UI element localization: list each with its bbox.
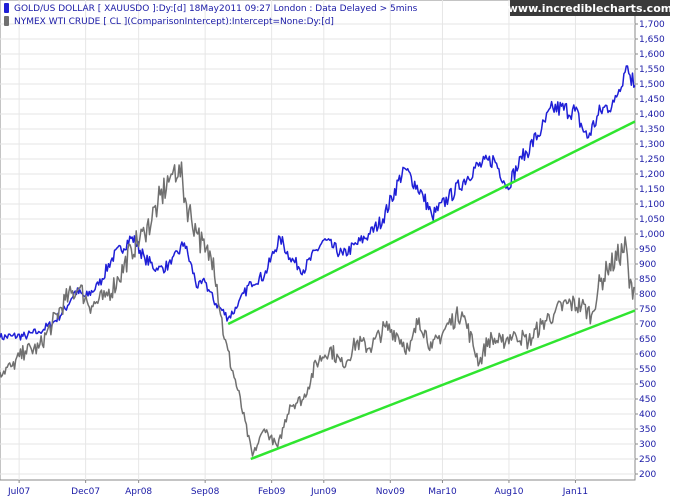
x-tick-label: Jan11 [562, 487, 588, 497]
series-line-0 [0, 65, 636, 341]
plot-frame [0, 0, 636, 481]
y-tick-label: 1,700 [639, 20, 665, 30]
x-tick-label: Dec07 [71, 487, 100, 497]
y-tick-label: 650 [639, 335, 656, 345]
x-tick-label: Aug10 [494, 487, 523, 497]
y-tick-label: 1,400 [639, 110, 665, 120]
y-tick-label: 1,200 [639, 170, 665, 180]
y-tick-label: 950 [639, 245, 656, 255]
trendlines [227, 120, 636, 461]
y-tick-label: 1,550 [639, 65, 665, 75]
brand-background [510, 0, 670, 16]
series-line-1 [0, 161, 636, 457]
y-tick-label: 750 [639, 305, 656, 315]
y-tick-label: 1,450 [639, 95, 665, 105]
brand-badge: www.incrediblecharts.com [508, 0, 672, 16]
y-tick-label: 1,250 [639, 155, 665, 165]
y-tick-label: 800 [639, 290, 656, 300]
x-tick-label: Jul07 [7, 487, 30, 497]
y-tick-label: 600 [639, 350, 656, 360]
y-tick-label: 250 [639, 455, 656, 465]
y-tick-label: 500 [639, 380, 656, 390]
y-tick-label: 1,350 [639, 125, 665, 135]
x-tick-label: Jun09 [310, 487, 337, 497]
x-tick-label: Nov09 [376, 487, 405, 497]
y-tick-label: 1,000 [639, 230, 665, 240]
legend-swatch-gold [4, 3, 9, 13]
y-tick-label: 450 [639, 395, 656, 405]
y-tick-label: 850 [639, 275, 656, 285]
brand-text: www.incrediblecharts.com [508, 2, 672, 15]
x-axis: Jul07 Dec07 Apr08 Sep08 Feb09 Jun09 Nov09 Mar10… [7, 480, 588, 497]
y-tick-label: 1,650 [639, 35, 665, 45]
y-tick-label: 1,500 [639, 80, 665, 90]
y-tick-label: 300 [639, 440, 656, 450]
y-tick-label: 1,100 [639, 200, 665, 210]
y-tick-label: 900 [639, 260, 656, 270]
x-tick-label: Feb09 [258, 487, 286, 497]
x-tick-label: Apr08 [125, 487, 152, 497]
x-tick-label: Mar10 [428, 487, 457, 497]
y-tick-label: 350 [639, 425, 656, 435]
trendline-0 [227, 120, 636, 326]
legend: GOLD/US DOLLAR [ XAUUSDO ]:Dy:[d] 18May2… [4, 3, 418, 27]
legend-label-gold: GOLD/US DOLLAR [ XAUUSDO ]:Dy:[d] 18May2… [14, 4, 418, 14]
y-tick-label: 1,050 [639, 215, 665, 225]
y-tick-label: 1,600 [639, 50, 665, 60]
series-lines [0, 65, 636, 457]
y-tick-label: 1,150 [639, 185, 665, 195]
y-axis: 200 250 300 350 400 450 500 550 600 650 700 750 800 8… [635, 20, 665, 480]
legend-label-crude: NYMEX WTI CRUDE [ CL ](ComparisonInterce… [14, 17, 334, 27]
legend-swatch-crude [4, 16, 9, 26]
y-tick-label: 1,300 [639, 140, 665, 150]
y-tick-label: 700 [639, 320, 656, 330]
x-tick-label: Sep08 [191, 487, 220, 497]
y-tick-label: 200 [639, 470, 656, 480]
y-tick-label: 550 [639, 365, 656, 375]
y-tick-label: 400 [639, 410, 656, 420]
trendline-1 [250, 309, 636, 461]
